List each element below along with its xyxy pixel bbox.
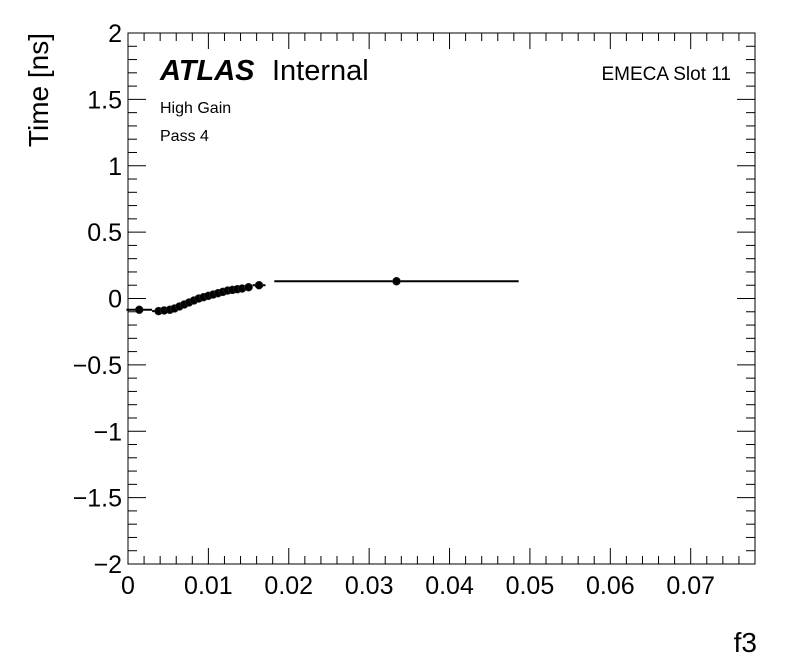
- data-point: [244, 282, 253, 292]
- axis-ticks: [127, 32, 756, 565]
- point-marker: [244, 282, 253, 292]
- point-marker: [392, 276, 401, 286]
- y-tick-label: −1: [93, 418, 122, 446]
- x-tick-label: 0.02: [264, 572, 313, 600]
- x-tick-label: 0: [121, 572, 135, 600]
- data-point: [237, 284, 247, 293]
- x-tick-label: 0.01: [184, 572, 233, 600]
- x-axis-label: f3: [734, 627, 757, 658]
- gain-label: High Gain: [160, 100, 231, 117]
- x-tick-label: 0.03: [345, 572, 394, 600]
- internal-label: Internal: [272, 55, 369, 87]
- y-tick-labels: 2 1.5 1 0.5 0 −0.5 −1 −1.5 −2: [73, 20, 122, 579]
- data-point: [126, 305, 153, 315]
- y-tick-label: 1: [108, 153, 122, 181]
- point-marker: [254, 280, 264, 290]
- y-tick-label: −0.5: [73, 352, 122, 380]
- data-point: [274, 276, 519, 286]
- x-tick-label: 0.05: [506, 572, 555, 600]
- atlas-label: ATLAS: [159, 55, 255, 87]
- data-points: [126, 276, 519, 316]
- y-axis-label: Time [ns]: [23, 33, 54, 147]
- x-tick-label: 0.04: [425, 572, 474, 600]
- x-tick-labels: 0 0.01 0.02 0.03 0.04 0.05 0.06 0.07: [121, 572, 715, 600]
- data-point: [252, 280, 266, 290]
- pass-label: Pass 4: [160, 128, 209, 145]
- y-tick-label: 0: [108, 286, 122, 314]
- y-tick-label: −2: [93, 551, 122, 579]
- x-tick-label: 0.06: [586, 572, 635, 600]
- slot-label: EMECA Slot 11: [601, 64, 731, 85]
- point-marker: [135, 305, 144, 315]
- y-tick-label: −1.5: [73, 485, 122, 513]
- y-tick-label: 2: [108, 20, 122, 48]
- y-tick-label: 1.5: [87, 86, 122, 114]
- x-tick-label: 0.07: [666, 572, 715, 600]
- y-tick-label: 0.5: [87, 219, 122, 247]
